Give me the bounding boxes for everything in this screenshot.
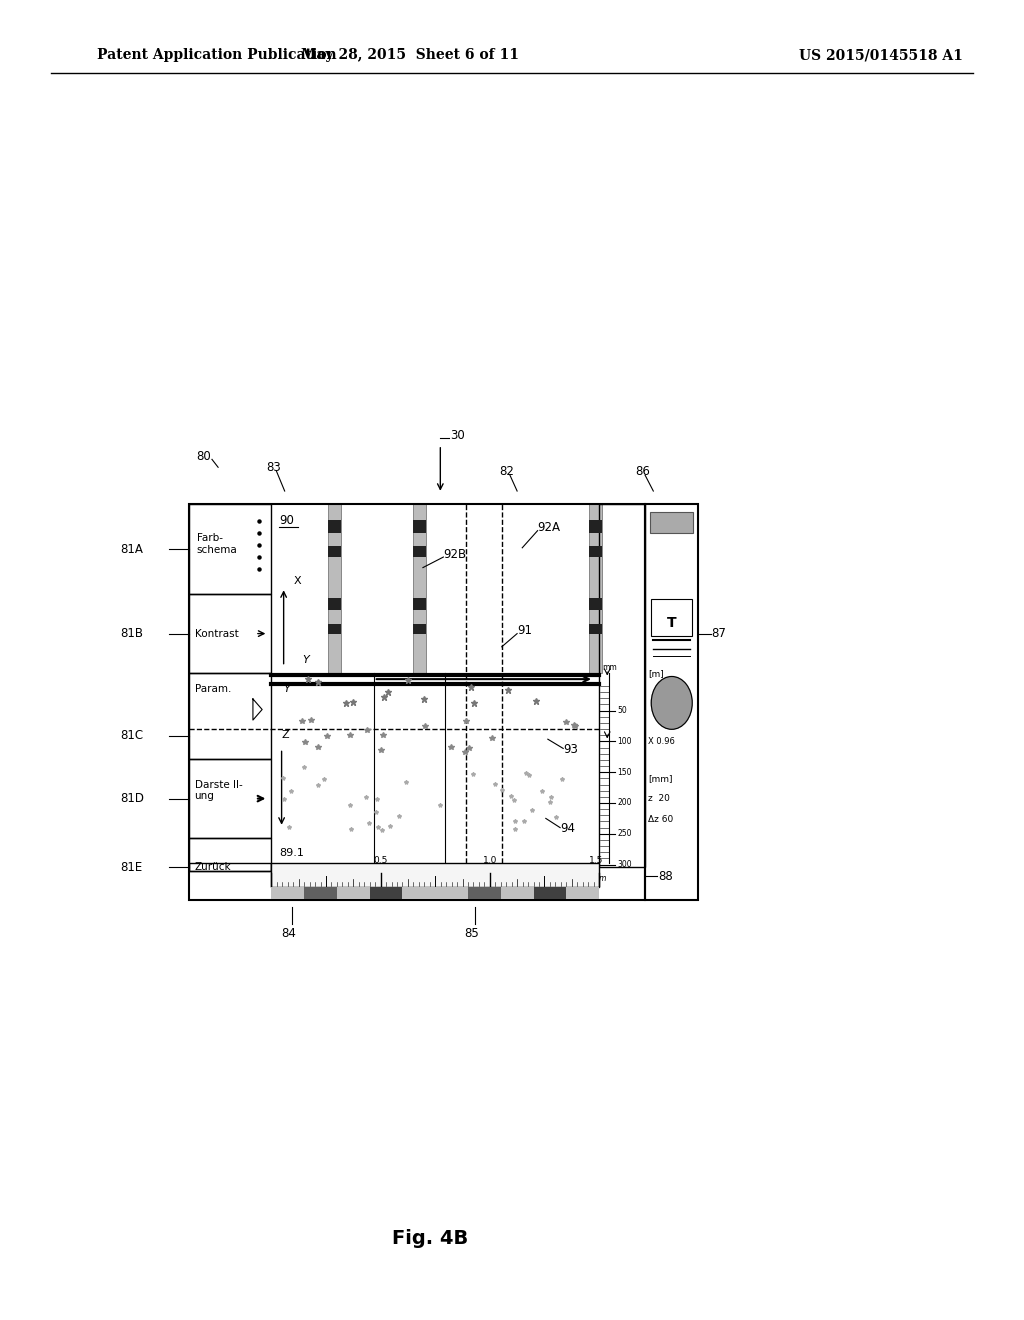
Text: 93: 93 [563, 743, 579, 756]
Text: Zurück: Zurück [195, 862, 231, 873]
Bar [328, 504, 341, 673]
Text: 300: 300 [617, 861, 632, 869]
Text: 81B: 81B [120, 627, 142, 640]
Text: 250: 250 [617, 829, 632, 838]
Bar [589, 546, 602, 557]
Text: 85: 85 [464, 927, 479, 940]
Text: [m]: [m] [648, 669, 664, 677]
Text: X 0.96: X 0.96 [648, 737, 675, 746]
Bar [328, 546, 341, 557]
Text: 81C: 81C [120, 730, 143, 742]
Bar [189, 838, 271, 871]
Text: Y: Y [284, 684, 291, 694]
Text: 84: 84 [282, 927, 297, 940]
Text: T: T [667, 616, 677, 630]
Text: 87: 87 [712, 627, 727, 640]
Text: X: X [294, 576, 301, 586]
Bar [328, 624, 341, 634]
Bar [501, 887, 534, 899]
Bar [402, 887, 435, 899]
Bar [589, 520, 602, 533]
Circle shape [651, 676, 692, 729]
Text: Z: Z [282, 730, 289, 741]
Text: 94: 94 [560, 822, 575, 836]
Bar [413, 546, 426, 557]
Bar [468, 887, 501, 899]
Bar [413, 520, 426, 533]
Bar [337, 887, 370, 899]
Text: 80: 80 [197, 450, 211, 463]
Bar [189, 504, 271, 594]
Text: Δz 60: Δz 60 [648, 816, 674, 824]
Text: mm: mm [602, 664, 616, 672]
Text: 92B: 92B [443, 548, 467, 561]
Bar [566, 887, 599, 899]
Bar [589, 598, 602, 610]
Bar [328, 598, 341, 610]
Text: 1.5: 1.5 [589, 855, 603, 865]
Text: Fig. 4B: Fig. 4B [392, 1229, 468, 1247]
Text: 81D: 81D [120, 792, 143, 805]
Text: 30: 30 [451, 429, 465, 442]
Text: 200: 200 [617, 799, 632, 808]
Bar [589, 504, 602, 673]
Text: 1.0: 1.0 [482, 855, 497, 865]
Bar [304, 887, 337, 899]
Text: 90: 90 [280, 513, 295, 527]
Text: May 28, 2015  Sheet 6 of 11: May 28, 2015 Sheet 6 of 11 [301, 49, 518, 62]
Bar [370, 887, 402, 899]
Bar [645, 504, 698, 900]
Text: 91: 91 [517, 624, 532, 638]
Text: [mm]: [mm] [648, 775, 673, 783]
Text: Y: Y [302, 655, 309, 665]
Bar [534, 887, 566, 899]
Bar [189, 594, 271, 673]
Text: Kontrast: Kontrast [195, 628, 239, 639]
Bar [328, 520, 341, 533]
Text: 81E: 81E [120, 861, 142, 874]
Text: 89.1: 89.1 [280, 849, 304, 858]
Bar [189, 759, 271, 838]
Text: 86: 86 [635, 465, 650, 478]
Bar [599, 504, 645, 867]
Text: Patent Application Publication: Patent Application Publication [97, 49, 337, 62]
Bar [435, 887, 468, 899]
Text: m: m [599, 874, 606, 883]
Bar [271, 887, 304, 899]
Text: z  20: z 20 [648, 795, 670, 803]
Bar [589, 624, 602, 634]
Text: Farb-
schema: Farb- schema [197, 533, 238, 554]
Bar [651, 599, 692, 636]
Text: 100: 100 [617, 737, 632, 746]
Text: 50: 50 [617, 706, 628, 715]
Bar [650, 512, 693, 533]
Text: 92A: 92A [538, 521, 560, 535]
Text: 81A: 81A [120, 543, 142, 556]
Bar [189, 673, 271, 759]
Bar [189, 504, 645, 900]
Text: Param.: Param. [195, 684, 231, 694]
Text: 83: 83 [266, 461, 281, 474]
Bar [189, 863, 271, 871]
Text: 150: 150 [617, 768, 632, 776]
Text: Darste ll-
ung: Darste ll- ung [195, 780, 243, 801]
Text: 82: 82 [500, 465, 515, 478]
Bar [413, 624, 426, 634]
Text: US 2015/0145518 A1: US 2015/0145518 A1 [799, 49, 963, 62]
Bar [413, 598, 426, 610]
Text: 88: 88 [658, 870, 673, 883]
Bar [413, 504, 426, 673]
Text: 0.5: 0.5 [374, 855, 388, 865]
Bar [271, 863, 599, 887]
